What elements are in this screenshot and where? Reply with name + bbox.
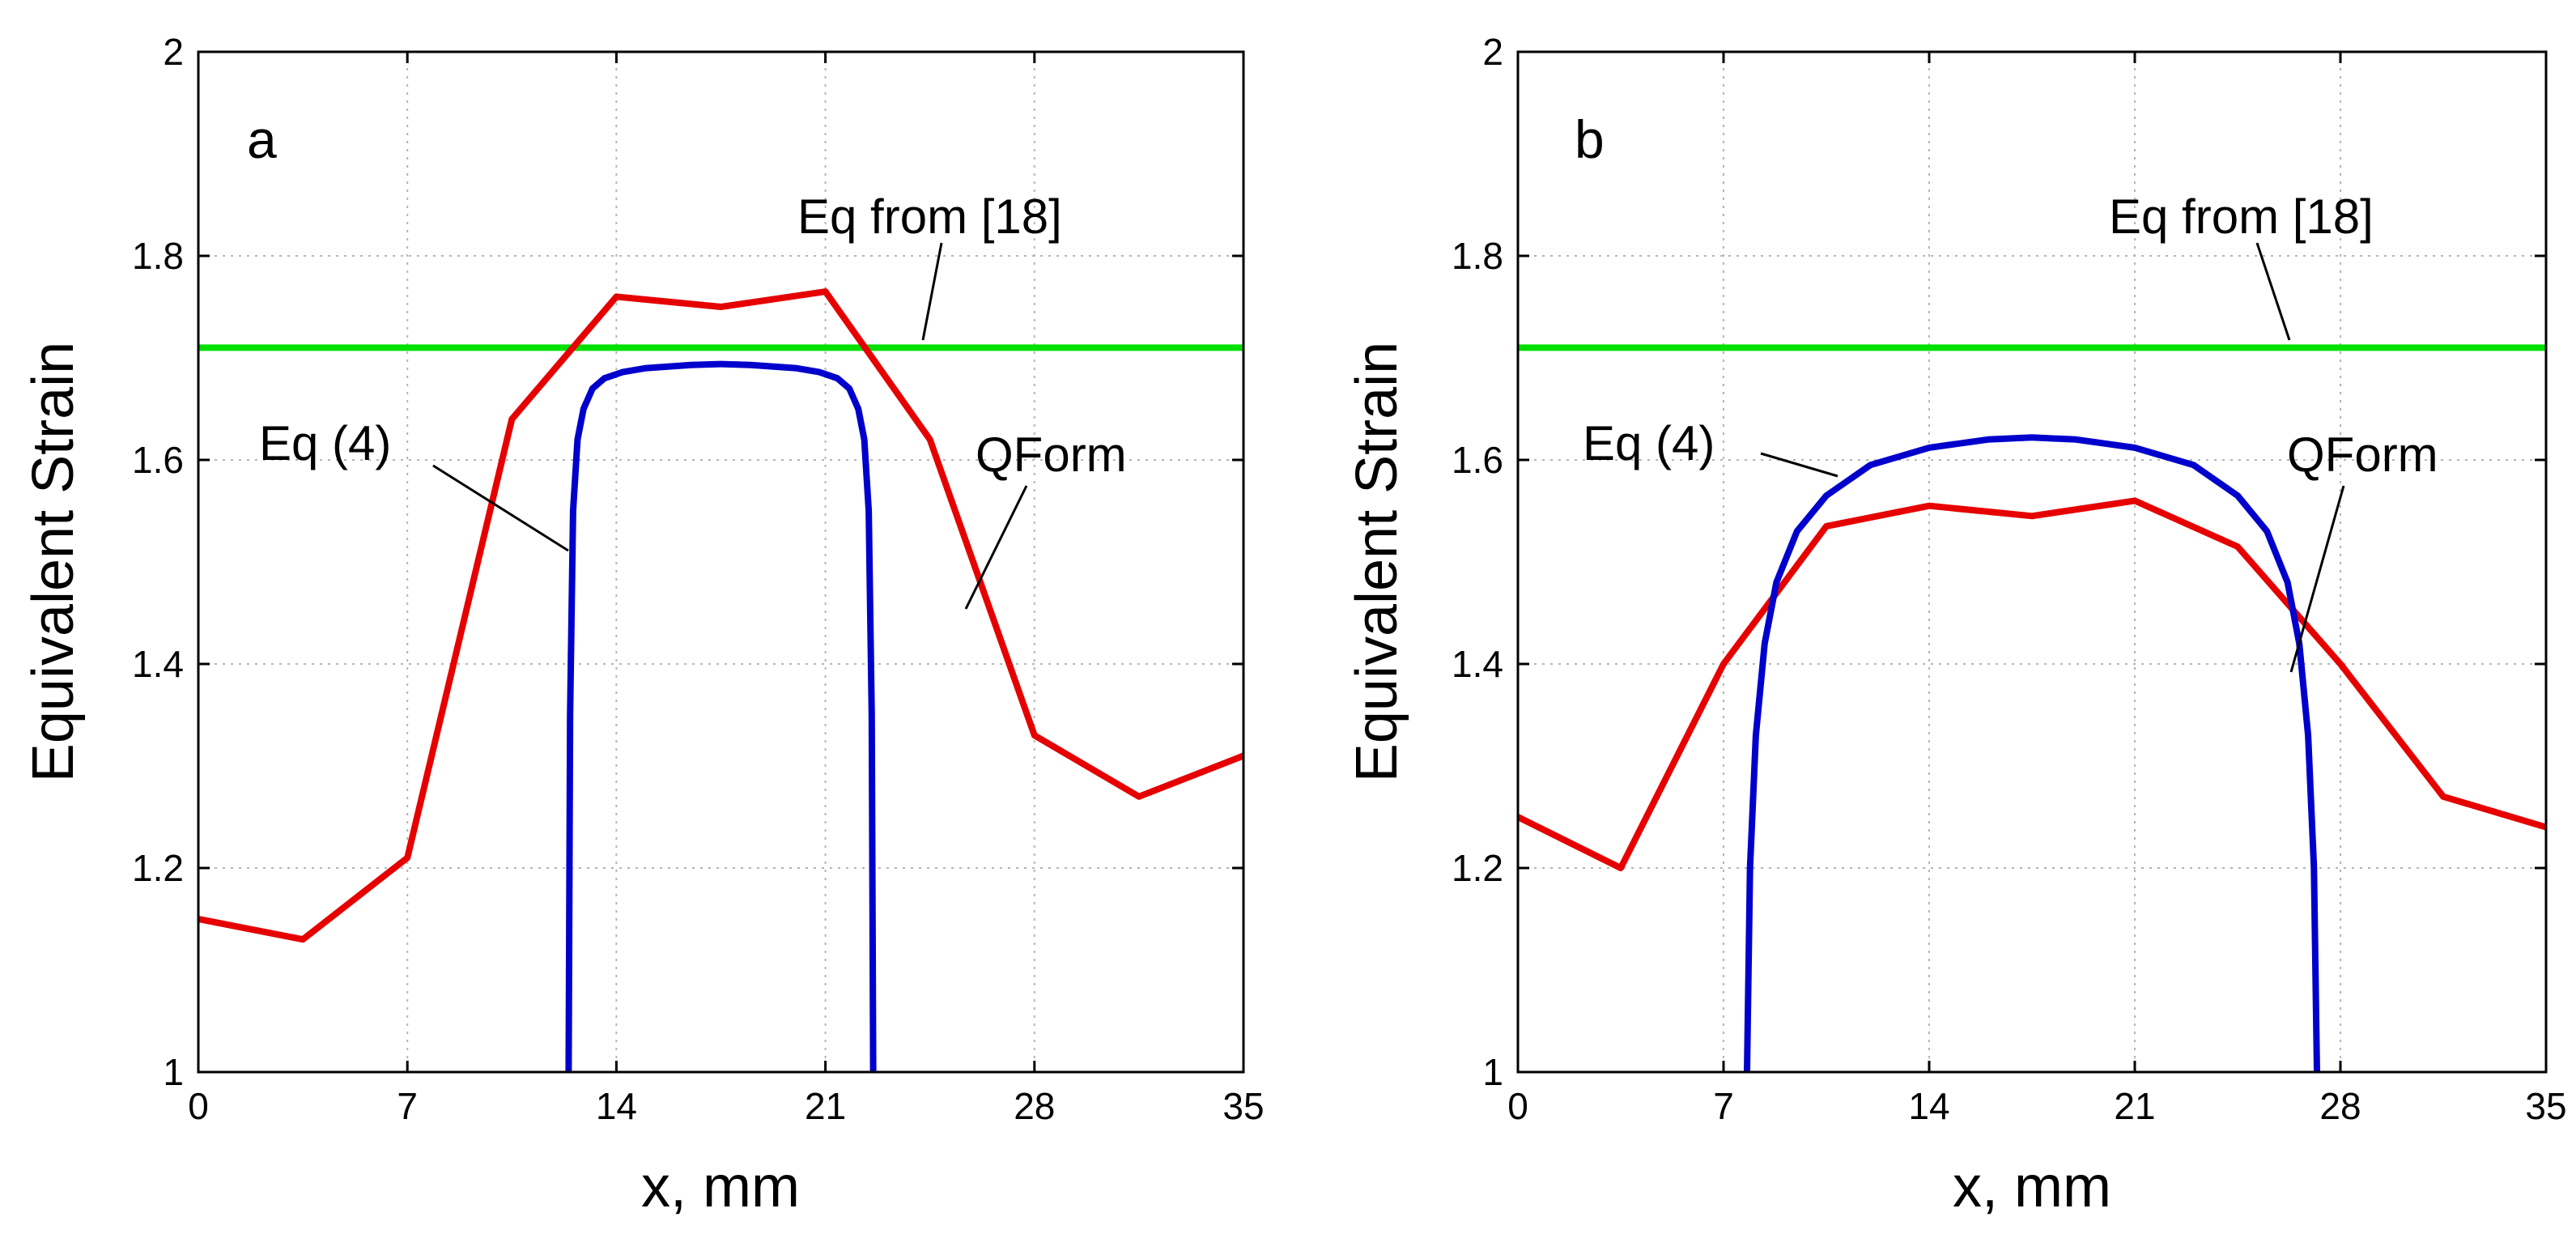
y-tick-label-3: 1.6: [1452, 439, 1503, 481]
series-eq-4-line-b: [1744, 434, 2320, 1073]
panel-a: 0 7 14 21 28 35 1 1.2 1.4 1.6 1.8 2 a x, mm Equival…: [21, 31, 1265, 1219]
y-axis-title-a: Equivalent Strain: [21, 342, 86, 782]
panel-label-b: b: [1575, 109, 1605, 169]
series-a: [198, 288, 1245, 1073]
x-tick-label-3: 21: [805, 1085, 846, 1127]
y-tick-label-5: 2: [1482, 31, 1503, 73]
plot-frame-a: [197, 50, 1245, 1074]
x-tick-label-2: 14: [596, 1085, 637, 1127]
grid-b: [1518, 52, 2546, 1072]
x-tick-label-1: 7: [1713, 1085, 1734, 1127]
leader-eq-from-18-b: [2255, 242, 2291, 341]
leader-qform-a: [964, 485, 1028, 610]
x-tick-label-4: 28: [1014, 1085, 1055, 1127]
ticks-a: 0 7 14 21 28 35 1 1.2 1.4 1.6 1.8 2: [132, 31, 1265, 1127]
annotation-eq-from-18-a: Eq from [18]: [797, 189, 1062, 244]
x-tick-label-0: 0: [188, 1085, 209, 1127]
series-qform-line-a: [198, 288, 1245, 943]
y-tick-label-3: 1.6: [132, 439, 184, 481]
leader-eq4-b: [1760, 452, 1838, 478]
y-tick-label-1: 1.2: [132, 847, 184, 889]
annotation-eq-from-18-b: Eq from [18]: [2109, 189, 2374, 244]
y-tick-label-0: 1: [1482, 1051, 1503, 1093]
grid-a: [198, 52, 1243, 1072]
x-tick-label-1: 7: [397, 1085, 418, 1127]
series-eq-4-line-a: [565, 360, 877, 1073]
series-b: [1516, 344, 2548, 1073]
panel-b: 0 7 14 21 28 35 1 1.2 1.4 1.6 1.8 2 b x, mm Equival…: [1345, 31, 2567, 1219]
x-tick-label-4: 28: [2319, 1085, 2361, 1127]
x-tick-label-2: 14: [1908, 1085, 1949, 1127]
leader-eq4-a: [432, 464, 569, 552]
y-tick-label-5: 2: [163, 31, 184, 73]
y-tick-label-0: 1: [163, 1051, 184, 1093]
leader-eq-from-18-a: [921, 242, 943, 341]
annotation-qform-a: QForm: [976, 428, 1127, 482]
x-tick-label-3: 21: [2114, 1085, 2155, 1127]
series-qform-line-b: [1516, 497, 2548, 871]
x-axis-title-b: x, mm: [1953, 1155, 2111, 1219]
annotation-eq4-a: Eq (4): [259, 416, 391, 470]
x-tick-label-0: 0: [1507, 1085, 1528, 1127]
y-tick-label-4: 1.8: [1452, 235, 1503, 277]
plot-frame-b: [1516, 50, 2548, 1074]
leader-qform-b: [2289, 485, 2345, 673]
y-tick-label-1: 1.2: [1452, 847, 1503, 889]
x-axis-title-a: x, mm: [641, 1155, 800, 1219]
ticks-b: 0 7 14 21 28 35 1 1.2 1.4 1.6 1.8 2: [1452, 31, 2567, 1127]
y-tick-label-2: 1.4: [1452, 643, 1503, 685]
panel-label-a: a: [247, 109, 277, 169]
x-tick-label-5: 35: [2525, 1085, 2566, 1127]
annotation-qform-b: QForm: [2287, 428, 2438, 482]
y-axis-title-b: Equivalent Strain: [1345, 342, 1409, 782]
y-tick-label-4: 1.8: [132, 235, 184, 277]
annotation-eq4-b: Eq (4): [1583, 416, 1715, 470]
x-tick-label-5: 35: [1222, 1085, 1264, 1127]
y-tick-label-2: 1.4: [132, 643, 184, 685]
